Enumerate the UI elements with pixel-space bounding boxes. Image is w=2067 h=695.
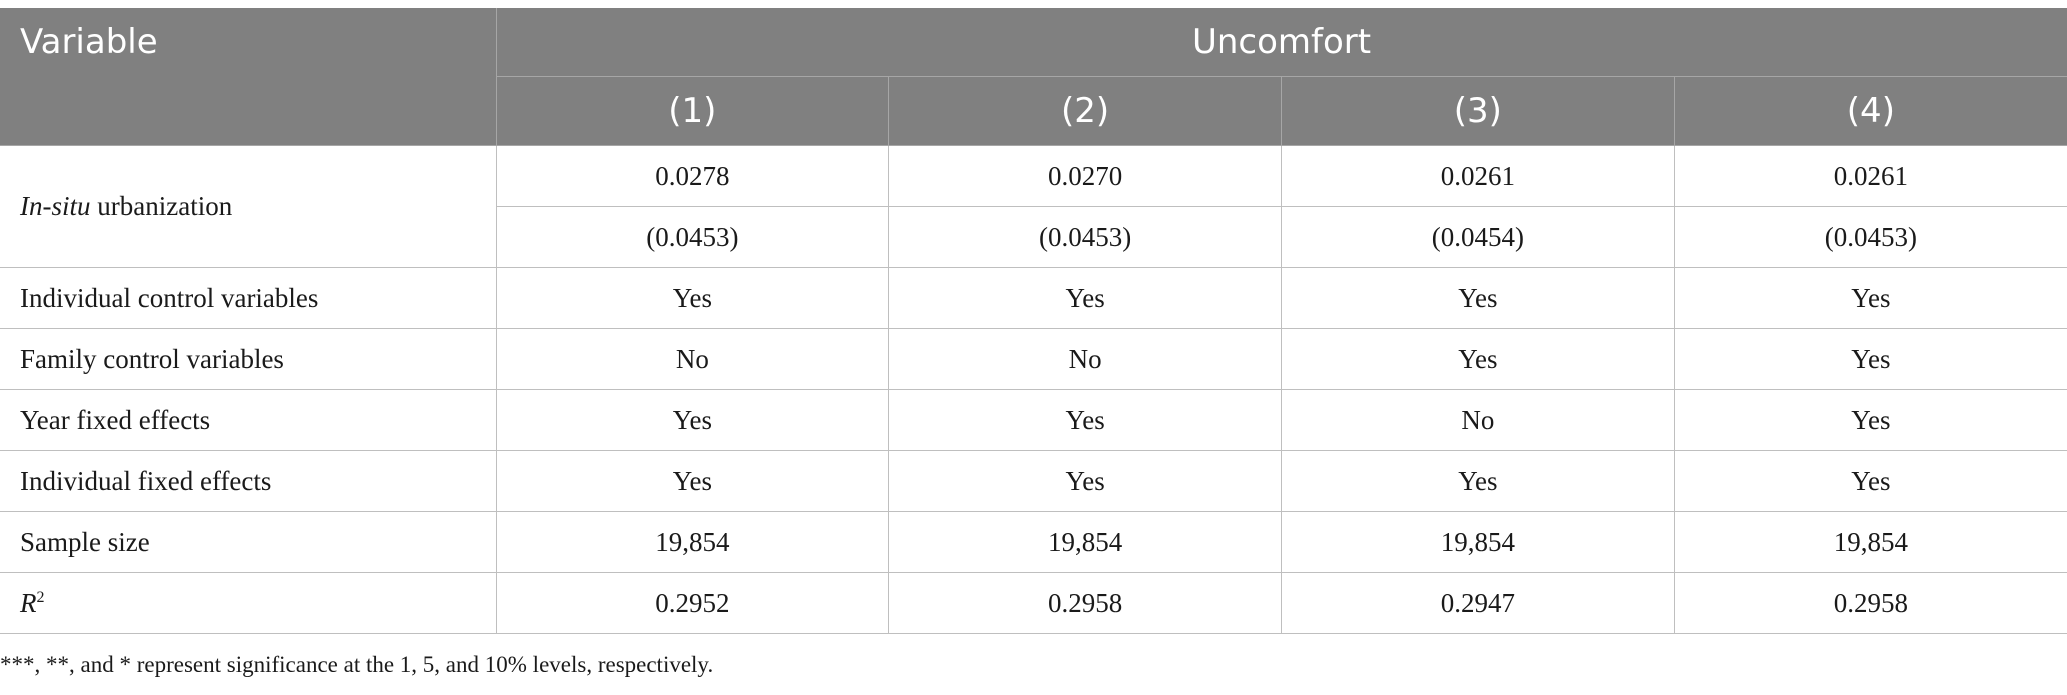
column-header-4: (4): [1674, 76, 2067, 146]
row-label: Family control variables: [0, 328, 497, 390]
table-row: Individual fixed effects Yes Yes Yes Yes: [0, 450, 2067, 512]
label-italic: In-situ: [20, 191, 91, 221]
row-label: Sample size: [0, 511, 497, 573]
variable-header: Variable: [0, 8, 497, 146]
table-cell: Yes: [1281, 450, 1675, 512]
column-header-2: (2): [888, 76, 1282, 146]
r2-cell-3: 0.2947: [1281, 572, 1675, 634]
table-row-urbanization-se: (0.0453) (0.0453) (0.0454) (0.0453): [0, 206, 2067, 268]
se-cell-4: (0.0453): [1673, 206, 2067, 268]
table-cell: Yes: [888, 267, 1282, 329]
table-cell: No: [495, 328, 890, 390]
table-cell: Yes: [495, 267, 890, 329]
table-cell: Yes: [1673, 389, 2067, 451]
header-row-group: Variable Uncomfort: [0, 8, 2067, 146]
column-header-1: (1): [496, 76, 890, 146]
row-label: Individual fixed effects: [0, 450, 497, 512]
coef-cell-3: 0.0261: [1281, 145, 1675, 207]
row-label-r2: R2: [0, 572, 497, 634]
regression-table-container: Variable Uncomfort (1) (2) (3) (4) In-si…: [0, 8, 2067, 634]
table-row: Family control variables No No Yes Yes: [0, 328, 2067, 390]
se-cell-1: (0.0453): [495, 206, 890, 268]
table-cell: Yes: [1673, 328, 2067, 390]
coef-cell-1: 0.0278: [495, 145, 890, 207]
table-cell: No: [888, 328, 1282, 390]
column-header-3: (3): [1281, 76, 1675, 146]
r2-superscript: 2: [36, 588, 45, 606]
r2-cell-4: 0.2958: [1673, 572, 2067, 634]
table-cell: 19,854: [888, 511, 1282, 573]
table-cell: Yes: [1673, 267, 2067, 329]
table-row: Year fixed effects Yes Yes No Yes: [0, 389, 2067, 451]
table-row: Individual control variables Yes Yes Yes…: [0, 267, 2067, 329]
coef-cell-2: 0.0270: [888, 145, 1282, 207]
row-label-urbanization: In-situ urbanization: [0, 145, 497, 268]
table-cell: 19,854: [1673, 511, 2067, 573]
r2-cell-1: 0.2952: [495, 572, 890, 634]
row-label: Year fixed effects: [0, 389, 497, 451]
table-footnote: ***, **, and * represent significance at…: [0, 652, 714, 677]
table-row-urbanization-coef: In-situ urbanization 0.0278 0.0270 0.026…: [0, 145, 2067, 268]
table-cell: Yes: [888, 450, 1282, 512]
uncomfort-group-header: Uncomfort: [496, 8, 2067, 77]
row-label: Individual control variables: [0, 267, 497, 329]
table-cell: No: [1281, 389, 1675, 451]
table-cell: 19,854: [495, 511, 890, 573]
table-cell: Yes: [495, 450, 890, 512]
table-cell: 19,854: [1281, 511, 1675, 573]
r2-cell-2: 0.2958: [888, 572, 1282, 634]
table-cell: Yes: [1281, 328, 1675, 390]
table-cell: Yes: [495, 389, 890, 451]
r2-base: R: [20, 587, 37, 618]
se-cell-3: (0.0454): [1281, 206, 1675, 268]
table-row-r2: R2 0.2952 0.2958 0.2947 0.2958: [0, 572, 2067, 634]
table-row: Sample size 19,854 19,854 19,854 19,854: [0, 511, 2067, 573]
table-cell: Yes: [1673, 450, 2067, 512]
regression-table: Variable Uncomfort (1) (2) (3) (4) In-si…: [0, 8, 2067, 634]
coef-cell-4: 0.0261: [1673, 145, 2067, 207]
label-rest: urbanization: [90, 191, 233, 221]
se-cell-2: (0.0453): [888, 206, 1282, 268]
table-cell: Yes: [1281, 267, 1675, 329]
table-cell: Yes: [888, 389, 1282, 451]
